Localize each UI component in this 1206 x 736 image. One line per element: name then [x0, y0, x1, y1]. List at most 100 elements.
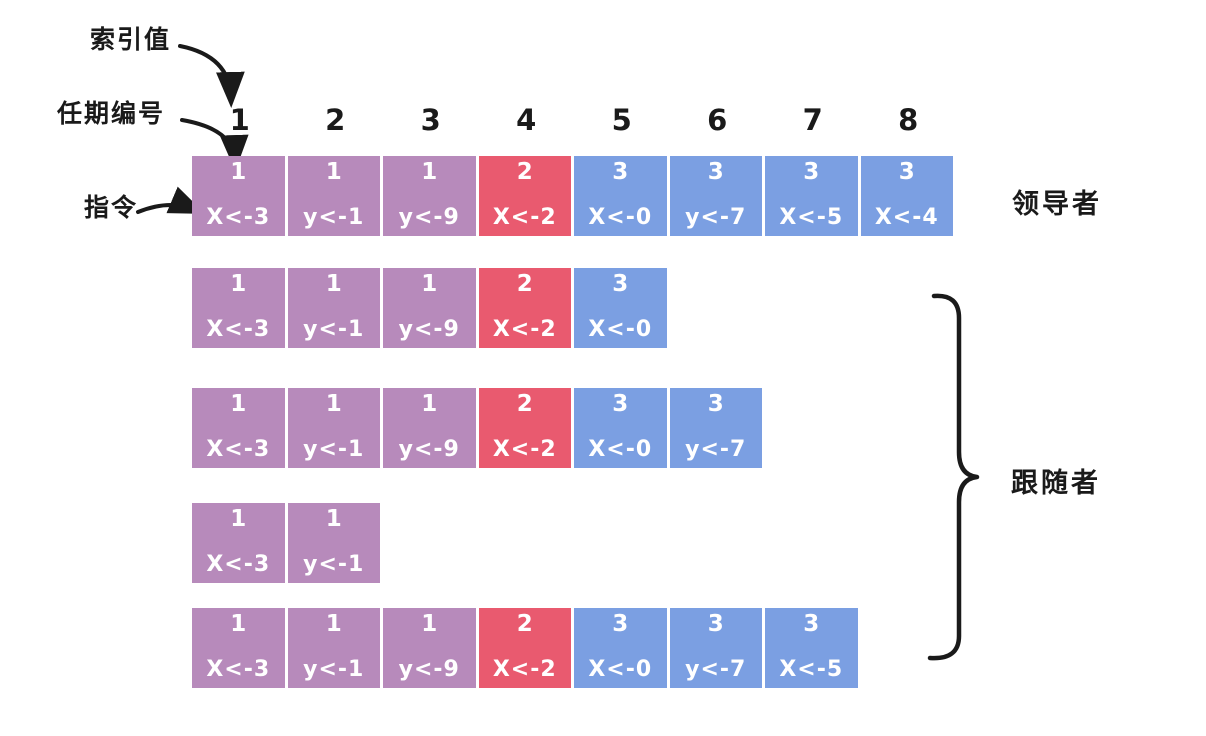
- index-number: 6: [707, 103, 728, 137]
- entry-command: y<-9: [398, 657, 460, 682]
- entry-term-number: 1: [325, 391, 342, 417]
- entry-command: X<-3: [206, 657, 271, 682]
- leader-log-row: 1 X<-3 1 y<-1 1 y<-9 2 X<-2 3 X<-0 3 y<-7 3 X<-5 3 X<-4: [192, 156, 953, 236]
- index-number: 2: [325, 103, 346, 137]
- entry-command: X<-0: [588, 205, 653, 230]
- entry-term-number: 3: [612, 391, 629, 417]
- entry-command: X<-3: [206, 317, 271, 342]
- entry-command: y<-1: [303, 657, 365, 682]
- entry-term-number: 3: [612, 271, 629, 297]
- entry-command: y<-1: [303, 317, 365, 342]
- log-entry: 3 X<-0: [574, 388, 667, 468]
- log-entry: 3 X<-0: [574, 156, 667, 236]
- log-entry: 2 X<-2: [478, 608, 571, 688]
- leader-label: 领导者: [1012, 189, 1102, 220]
- command-label: 指令: [84, 193, 139, 222]
- entry-term-number: 2: [516, 391, 533, 417]
- log-entry: 1 y<-9: [383, 388, 476, 468]
- log-entry: 1 y<-1: [287, 268, 380, 348]
- entry-command: X<-3: [206, 437, 271, 462]
- term-number-label: 任期编号: [57, 99, 166, 128]
- entry-term-number: 1: [325, 611, 342, 637]
- followers-brace: [927, 293, 980, 661]
- entry-term-number: 3: [707, 611, 724, 637]
- entry-term-number: 3: [898, 159, 915, 185]
- log-entry: 2 X<-2: [478, 388, 571, 468]
- index-number: 1: [229, 103, 250, 137]
- entry-command: y<-1: [303, 205, 365, 230]
- log-entry: 1 X<-3: [192, 268, 285, 348]
- entry-command: y<-1: [303, 437, 365, 462]
- log-entry: 1 y<-1: [287, 388, 380, 468]
- entry-term-number: 3: [707, 391, 724, 417]
- index-number: 3: [420, 103, 441, 137]
- log-entry: 2 X<-2: [478, 268, 571, 348]
- entry-term-number: 1: [230, 159, 247, 185]
- entry-term-number: 3: [803, 159, 820, 185]
- log-entry: 1 X<-3: [192, 156, 285, 236]
- follower-log-row-2: 1 X<-3 1 y<-1 1 y<-9 2 X<-2 3 X<-0 3 y<-7: [192, 388, 762, 468]
- follower-log-row-3: 1 X<-3 1 y<-1: [192, 503, 380, 583]
- entry-command: X<-0: [588, 317, 653, 342]
- log-entry: 3 X<-0: [574, 608, 667, 688]
- log-entry: 1 X<-3: [192, 388, 285, 468]
- command-label-arrow: [136, 186, 206, 214]
- entry-command: X<-0: [588, 657, 653, 682]
- entry-term-number: 1: [230, 611, 247, 637]
- entry-command: X<-2: [492, 317, 557, 342]
- log-entry: 3 X<-0: [574, 268, 667, 348]
- entry-term-number: 3: [707, 159, 724, 185]
- index-number: 8: [898, 103, 919, 137]
- log-entry: 3 X<-4: [860, 156, 953, 236]
- entry-term-number: 2: [516, 611, 533, 637]
- entry-command: y<-9: [398, 317, 460, 342]
- entry-command: X<-4: [874, 205, 939, 230]
- entry-command: X<-2: [492, 437, 557, 462]
- log-entry: 1 y<-1: [287, 503, 380, 583]
- entry-command: y<-9: [398, 437, 460, 462]
- entry-command: X<-2: [492, 205, 557, 230]
- entry-command: y<-7: [685, 205, 747, 230]
- entry-term-number: 1: [325, 159, 342, 185]
- entry-term-number: 3: [803, 611, 820, 637]
- index-value-label: 索引值: [90, 25, 172, 54]
- entry-command: X<-3: [206, 205, 271, 230]
- entry-term-number: 1: [230, 391, 247, 417]
- log-entry: 3 X<-5: [765, 156, 858, 236]
- entry-term-number: 3: [612, 611, 629, 637]
- entry-term-number: 2: [516, 159, 533, 185]
- entry-term-number: 1: [421, 271, 438, 297]
- follower-log-row-4: 1 X<-3 1 y<-1 1 y<-9 2 X<-2 3 X<-0 3 y<-7 3 X<-5: [192, 608, 858, 688]
- follower-log-row-1: 1 X<-3 1 y<-1 1 y<-9 2 X<-2 3 X<-0: [192, 268, 667, 348]
- entry-command: y<-9: [398, 205, 460, 230]
- index-number: 7: [802, 103, 823, 137]
- entry-command: X<-3: [206, 552, 271, 577]
- log-entry: 1 y<-9: [383, 268, 476, 348]
- entry-term-number: 1: [421, 391, 438, 417]
- log-entry: 1 X<-3: [192, 503, 285, 583]
- entry-command: y<-7: [685, 657, 747, 682]
- log-entry: 3 y<-7: [669, 156, 762, 236]
- entry-command: X<-5: [779, 657, 844, 682]
- followers-label: 跟随者: [1011, 468, 1101, 499]
- entry-term-number: 1: [421, 159, 438, 185]
- entry-term-number: 1: [325, 271, 342, 297]
- log-entry: 1 X<-3: [192, 608, 285, 688]
- entry-term-number: 1: [421, 611, 438, 637]
- log-entry: 3 y<-7: [669, 608, 762, 688]
- log-entry: 1 y<-1: [287, 608, 380, 688]
- index-number: 5: [611, 103, 632, 137]
- log-entry: 2 X<-2: [478, 156, 571, 236]
- log-entry: 1 y<-1: [287, 156, 380, 236]
- index-number: 4: [516, 103, 537, 137]
- entry-term-number: 1: [230, 271, 247, 297]
- log-entry: 1 y<-9: [383, 608, 476, 688]
- index-label-arrow: [178, 44, 245, 108]
- log-entry: 3 y<-7: [669, 388, 762, 468]
- entry-command: y<-1: [303, 552, 365, 577]
- entry-term-number: 1: [325, 506, 342, 532]
- entry-term-number: 3: [612, 159, 629, 185]
- entry-command: y<-7: [685, 437, 747, 462]
- entry-command: X<-5: [779, 205, 844, 230]
